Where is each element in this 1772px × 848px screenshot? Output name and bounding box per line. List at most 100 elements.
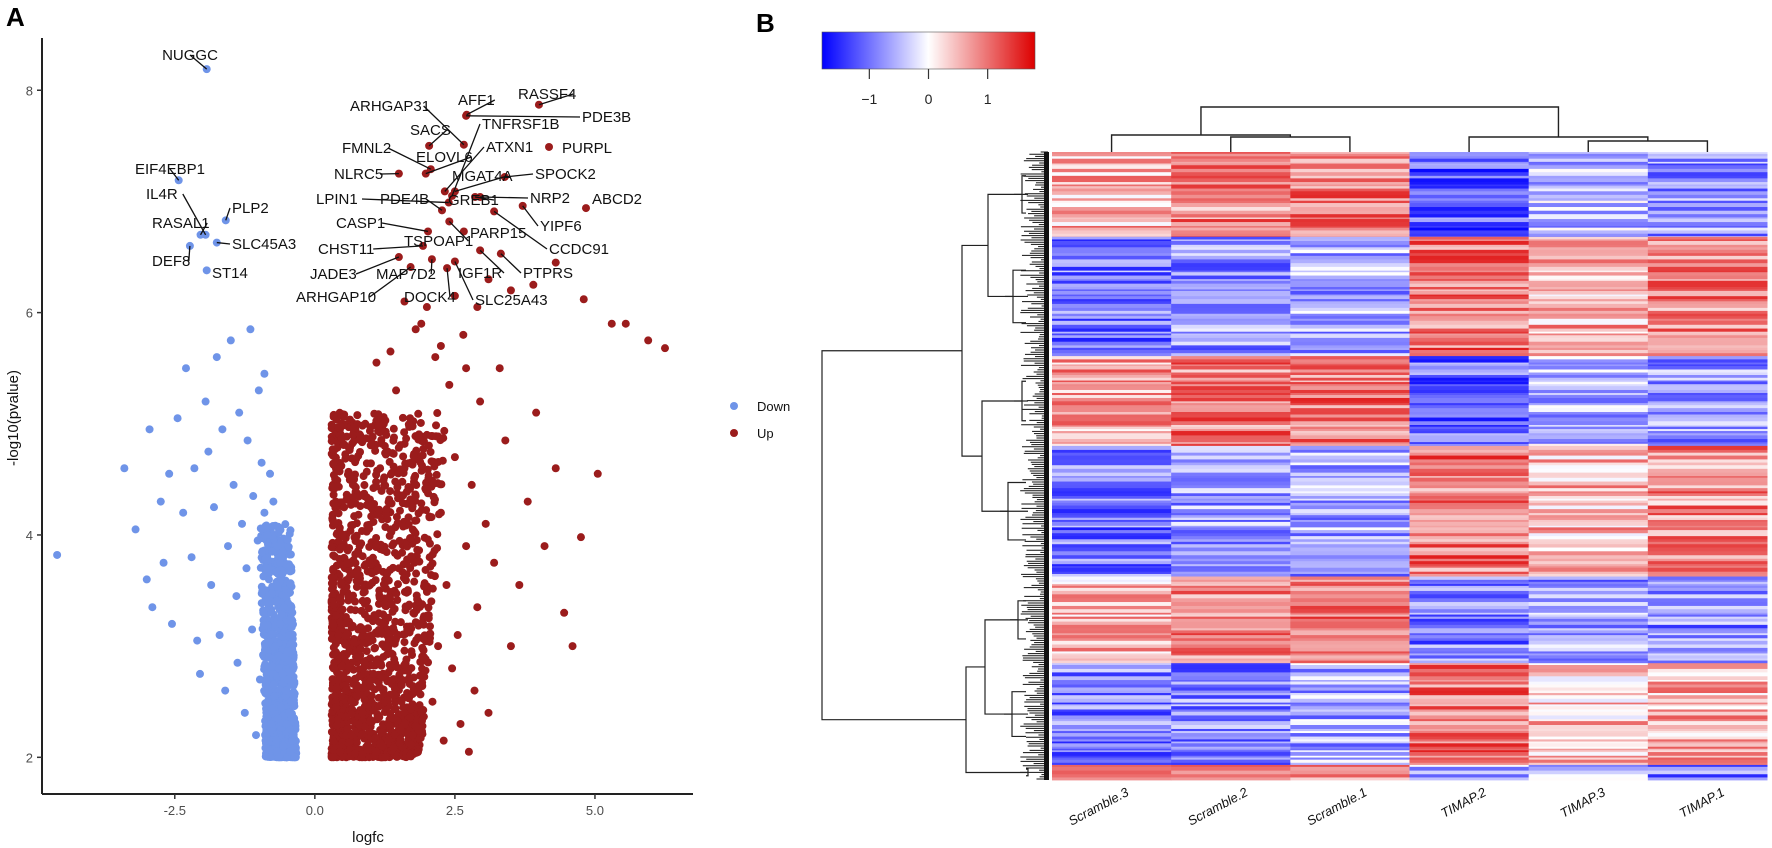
heatmap-cell xyxy=(1409,477,1530,482)
heatmap-cell xyxy=(1528,417,1649,422)
point-up xyxy=(367,512,376,521)
heatmap-cell xyxy=(1409,392,1530,396)
heatmap-cell xyxy=(1290,244,1410,248)
heatmap-cell xyxy=(1647,244,1768,248)
point-up xyxy=(390,705,399,714)
heatmap-cell xyxy=(1052,377,1172,381)
heatmap-cell xyxy=(1171,163,1291,166)
heatmap-cell xyxy=(1171,186,1291,189)
heatmap-cell xyxy=(1647,313,1768,317)
heatmap-cell xyxy=(1052,774,1172,778)
heatmap-cell xyxy=(1647,695,1768,700)
point-up xyxy=(407,740,416,749)
x-tick-label: -2.5 xyxy=(164,803,186,818)
point-up xyxy=(378,742,387,751)
heatmap-cell xyxy=(1528,558,1649,562)
point-up xyxy=(347,731,356,740)
point-up xyxy=(389,449,398,458)
heatmap-cell xyxy=(1528,687,1649,691)
point-down xyxy=(281,592,290,601)
heatmap-cell xyxy=(1171,598,1291,603)
heatmap-cell xyxy=(1290,152,1410,155)
heatmap-cell xyxy=(1171,731,1291,734)
heatmap-cell xyxy=(1052,153,1172,157)
heatmap-cell xyxy=(1290,445,1410,451)
heatmap-cell xyxy=(1171,303,1291,309)
heatmap-cell xyxy=(1290,695,1410,700)
heatmap-cell xyxy=(1409,579,1530,583)
heatmap-cell xyxy=(1409,255,1530,260)
heatmap-cell xyxy=(1647,576,1768,581)
heatmap-cell xyxy=(1647,527,1768,531)
heatmap-cell xyxy=(1052,324,1172,329)
heatmap-cell xyxy=(1409,318,1530,322)
heatmap-cell xyxy=(1290,194,1410,199)
point-up xyxy=(327,437,336,446)
point-down xyxy=(190,464,199,473)
heatmap-cell xyxy=(1290,191,1410,196)
point-down xyxy=(280,603,289,612)
point-up xyxy=(400,646,409,655)
heatmap-cell xyxy=(1647,168,1768,173)
point-up xyxy=(417,499,426,508)
heatmap-cell xyxy=(1528,465,1649,470)
point-up xyxy=(402,588,411,597)
heatmap-cell xyxy=(1171,263,1291,268)
heatmap-cell xyxy=(1171,676,1291,681)
point-down xyxy=(269,522,278,531)
point-down xyxy=(272,735,281,744)
heatmap-cell xyxy=(1409,439,1530,443)
heatmap-cell xyxy=(1171,571,1291,575)
heatmap-cell xyxy=(1528,635,1649,639)
point-up xyxy=(351,559,360,568)
heatmap-cell xyxy=(1290,690,1410,694)
heatmap-cell xyxy=(1528,270,1649,273)
heatmap-cell xyxy=(1528,741,1649,744)
y-tick-label: 6 xyxy=(26,306,33,321)
heatmap-cell xyxy=(1290,536,1410,540)
point-up xyxy=(440,426,449,435)
heatmap-cell xyxy=(1171,395,1291,399)
heatmap-cell xyxy=(1647,509,1768,514)
heatmap-cell xyxy=(1290,414,1410,418)
point-up xyxy=(400,428,409,437)
heatmap-cell xyxy=(1528,644,1649,649)
heatmap-cell xyxy=(1290,408,1410,413)
gene-label: TNFRSF1B xyxy=(482,116,560,133)
heatmap-cell xyxy=(1171,665,1291,670)
heatmap-cell xyxy=(1052,711,1172,716)
point-up xyxy=(362,459,371,468)
heatmap-cell xyxy=(1052,502,1172,506)
point-up xyxy=(383,642,392,651)
heatmap-cell xyxy=(1528,318,1649,322)
heatmap-cell xyxy=(1528,491,1649,494)
heatmap-cell xyxy=(1052,375,1172,379)
heatmap-cell xyxy=(1052,644,1172,649)
heatmap-cell xyxy=(1290,541,1410,545)
heatmap-cell xyxy=(1290,272,1410,276)
heatmap-cell xyxy=(1290,752,1410,757)
point-up xyxy=(377,728,386,737)
point-down xyxy=(267,726,276,735)
heatmap-cell xyxy=(1647,382,1768,385)
point-down xyxy=(269,497,278,506)
heatmap-cell xyxy=(1647,743,1768,748)
heatmap-cell xyxy=(1647,585,1768,589)
point-up xyxy=(389,624,398,633)
point-up xyxy=(365,556,374,565)
heatmap-cell xyxy=(1171,638,1291,642)
heatmap-cell xyxy=(1647,536,1768,540)
point-down xyxy=(224,542,232,551)
point-up xyxy=(411,471,420,480)
heatmap-cell xyxy=(1409,573,1530,577)
gene-label: AFF1 xyxy=(458,92,495,109)
point-down xyxy=(212,353,221,362)
heatmap-cell xyxy=(1528,443,1649,447)
heatmap-cell xyxy=(1171,618,1291,623)
heatmap-cell xyxy=(1171,372,1291,376)
heatmap-cell xyxy=(1647,566,1768,569)
heatmap-cell xyxy=(1409,178,1530,183)
heatmap-cell xyxy=(1290,618,1410,623)
heatmap-cell xyxy=(1409,590,1530,595)
heatmap-cell xyxy=(1290,421,1410,426)
